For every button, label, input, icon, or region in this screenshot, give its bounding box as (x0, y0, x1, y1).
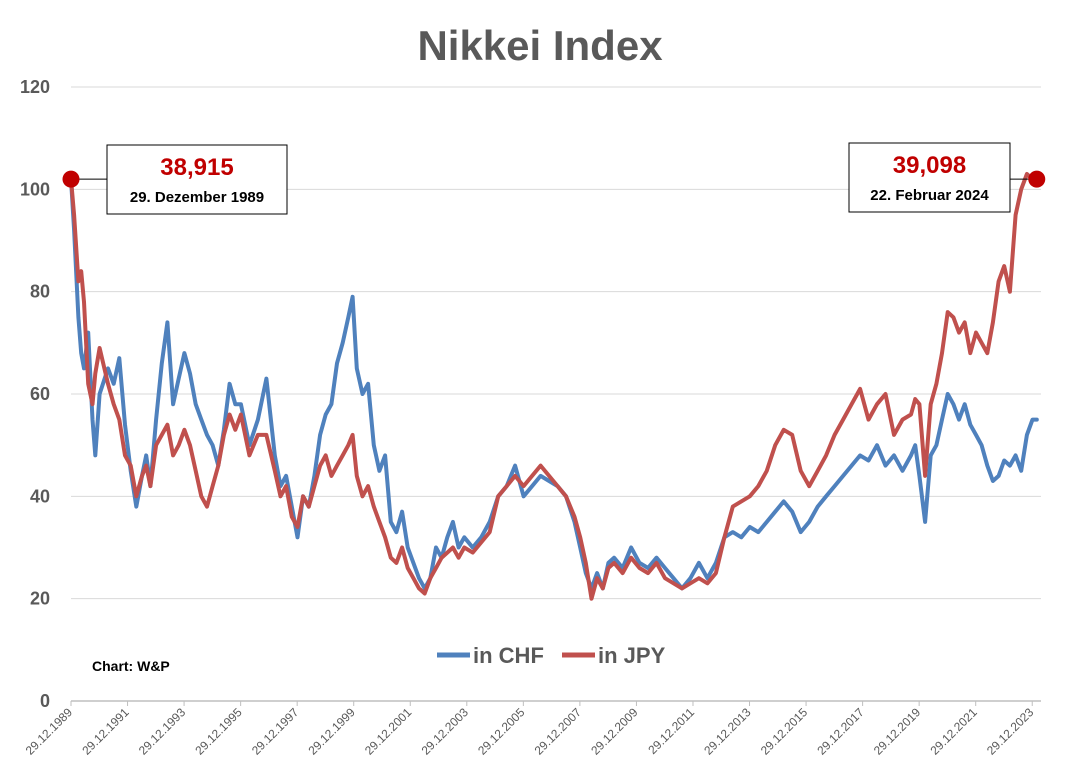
annotation-box (106, 144, 288, 215)
y-axis-ticks: 0 20 40 60 80 100 120 (20, 77, 50, 711)
legend-label-jpy: in JPY (598, 643, 666, 668)
x-tick-label: 29.12.1993 (136, 705, 189, 758)
annotation-value: 38,915 (160, 154, 233, 181)
x-tick-label: 29.12.2019 (871, 705, 924, 758)
y-tick-label: 20 (30, 589, 50, 609)
x-tick-label: 29.12.2007 (532, 705, 585, 758)
x-tick-label: 29.12.1997 (249, 705, 302, 758)
x-tick-label: 29.12.2021 (927, 705, 980, 758)
annotation-date: 29. Dezember 1989 (130, 189, 264, 206)
y-tick-label: 80 (30, 282, 50, 302)
y-tick-label: 60 (30, 384, 50, 404)
annotations: 38,915 29. Dezember 1989 39,098 22. Februar… (62, 142, 1046, 215)
x-tick-label: 29.12.2017 (814, 705, 867, 758)
annotation-date: 22. Februar 2024 (870, 187, 989, 204)
annotation-value: 39,098 (893, 152, 966, 179)
chart-title: Nikkei Index (417, 22, 663, 69)
chart-credit: Chart: W&P (92, 658, 170, 674)
x-tick-label: 29.12.2023 (984, 705, 1037, 758)
legend: in CHF in JPY (437, 643, 666, 668)
x-tick-label: 29.12.1999 (305, 705, 358, 758)
x-tick-label: 29.12.2015 (758, 705, 811, 758)
x-tick-label: 29.12.1995 (192, 705, 245, 758)
x-tick-label: 29.12.2001 (362, 705, 415, 758)
x-tick-label: 29.12.2011 (645, 705, 697, 757)
x-tick-label: 29.12.2009 (588, 705, 641, 758)
x-tick-label: 29.12.1989 (23, 705, 76, 758)
y-tick-label: 100 (20, 179, 50, 199)
annotation-marker (1028, 170, 1046, 188)
annotation-box (848, 142, 1011, 213)
y-tick-label: 120 (20, 77, 50, 97)
series-line-chf (69, 177, 1039, 591)
x-tick-label: 29.12.1991 (79, 705, 132, 758)
y-tick-label: 0 (40, 691, 50, 711)
y-tick-label: 40 (30, 486, 50, 506)
x-tick-label: 29.12.2003 (419, 705, 472, 758)
annotation-marker (62, 170, 80, 188)
x-tick-label: 29.12.2013 (701, 705, 754, 758)
series-line-jpy (69, 172, 1039, 601)
series-lines (69, 172, 1039, 601)
x-tick-label: 29.12.2005 (475, 705, 528, 758)
x-axis-ticks: 29.12.1989 29.12.1991 29.12.1993 29.12.1995… (23, 701, 1037, 758)
legend-label-chf: in CHF (473, 643, 544, 668)
